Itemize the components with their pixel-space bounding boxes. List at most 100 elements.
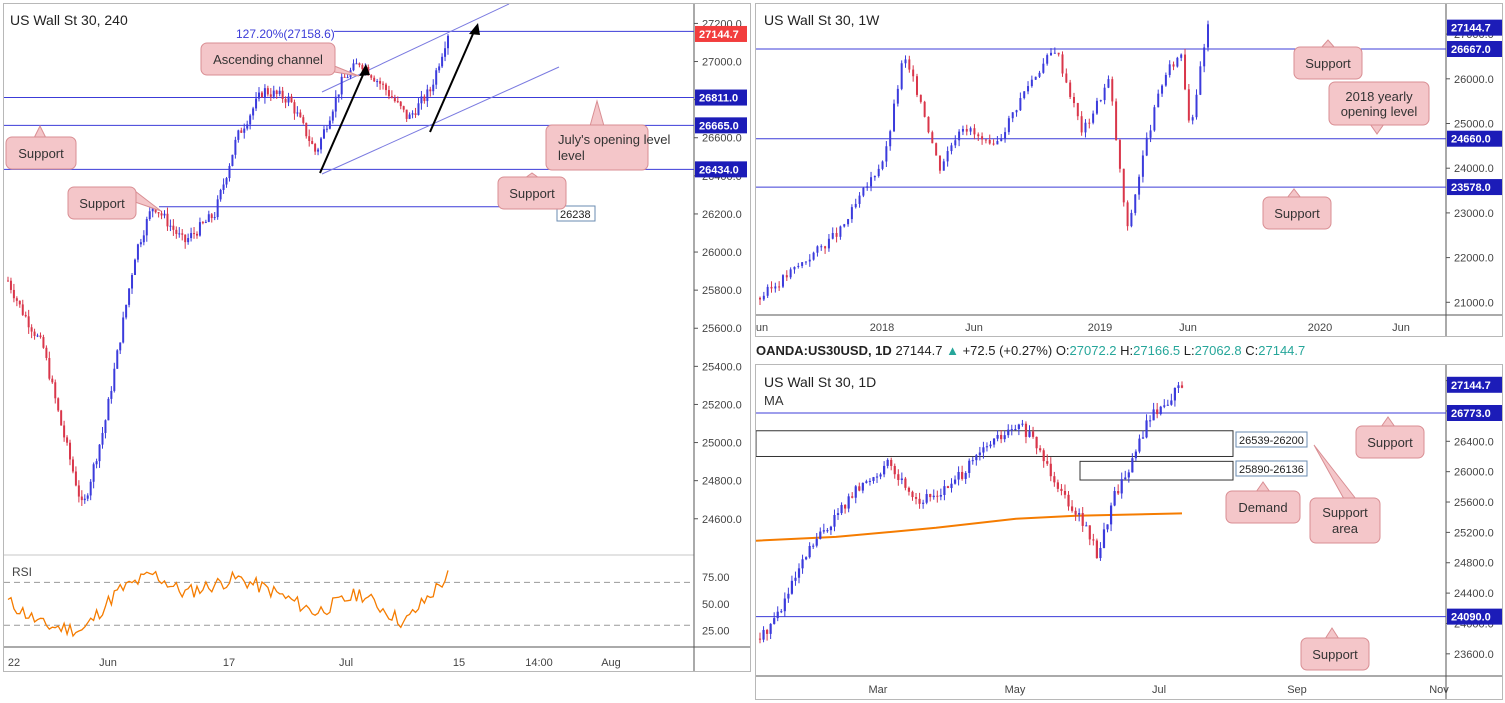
candle-1w bbox=[1095, 100, 1098, 114]
candle-1d bbox=[957, 471, 960, 480]
candle-1d bbox=[922, 502, 925, 504]
candle-4h bbox=[190, 233, 193, 239]
candle-1w bbox=[950, 145, 953, 152]
price-tag-label: 24660.0 bbox=[1451, 134, 1491, 146]
candle-1w bbox=[1019, 98, 1022, 111]
candle-1w bbox=[923, 101, 926, 117]
candle-4h bbox=[181, 233, 184, 235]
candle-1w bbox=[789, 269, 792, 278]
y-tick-label: 26000.0 bbox=[702, 247, 742, 259]
annotation-weekly-support-top: Support bbox=[1293, 39, 1363, 80]
candle-1d bbox=[1021, 423, 1024, 425]
candle-1d bbox=[819, 531, 822, 539]
candle-1w bbox=[1015, 110, 1018, 113]
candle-4h bbox=[432, 84, 435, 92]
candle-1w bbox=[1199, 66, 1202, 95]
candle-4h bbox=[160, 213, 163, 216]
candle-1d bbox=[911, 491, 914, 498]
candle-1d bbox=[925, 494, 928, 503]
candle-4h bbox=[302, 117, 305, 123]
candle-1w bbox=[778, 286, 781, 288]
candle-1w bbox=[1084, 122, 1087, 133]
candle-4h bbox=[266, 88, 269, 95]
candle-1w bbox=[1153, 107, 1156, 131]
candle-1d bbox=[1120, 479, 1123, 494]
price-tag-label: 27144.7 bbox=[699, 29, 739, 41]
candle-4h bbox=[417, 103, 420, 115]
candle-4h bbox=[42, 337, 45, 348]
price-tag-label: 27144.7 bbox=[1451, 380, 1491, 392]
zone-label-support-area: 26539-26200 bbox=[1239, 435, 1304, 447]
candle-4h bbox=[258, 92, 261, 99]
candle-4h bbox=[60, 410, 63, 426]
candle-4h bbox=[154, 207, 157, 213]
candle-4h bbox=[9, 280, 12, 290]
y-tick-label: 25600.0 bbox=[702, 323, 742, 335]
candle-1d bbox=[1106, 524, 1109, 530]
candle-1w bbox=[1092, 113, 1095, 123]
x-tick-label: Mar bbox=[869, 684, 888, 696]
candle-1w bbox=[1207, 24, 1209, 48]
candle-4h bbox=[83, 498, 86, 501]
candle-4h bbox=[63, 425, 66, 438]
candle-1d bbox=[1039, 448, 1042, 451]
candle-4h bbox=[305, 122, 308, 137]
y-tick-label: 24800.0 bbox=[1454, 558, 1494, 570]
candle-4h bbox=[92, 464, 95, 482]
candle-1w bbox=[1138, 176, 1141, 195]
price-tag bbox=[1447, 130, 1502, 147]
candle-1d bbox=[932, 495, 935, 498]
candle-1d bbox=[773, 618, 776, 624]
candle-4h bbox=[21, 304, 24, 315]
candle-4h bbox=[175, 229, 178, 234]
y-tick-label: 25800.0 bbox=[702, 285, 742, 297]
y-tick-label: 25600.0 bbox=[1454, 497, 1494, 509]
candle-4h bbox=[393, 97, 396, 102]
candle-1w bbox=[1046, 55, 1049, 64]
zone-tag-box-1 bbox=[1235, 431, 1308, 448]
candle-1w bbox=[1065, 73, 1068, 83]
rsi-tick-label: 50.00 bbox=[702, 599, 730, 611]
ohlc-low: 27062.8 bbox=[1194, 343, 1242, 358]
candle-4h bbox=[228, 165, 231, 179]
candle-1w bbox=[1130, 212, 1133, 227]
candle-1w bbox=[816, 246, 819, 253]
candle-4h bbox=[89, 481, 92, 496]
candle-4h bbox=[95, 461, 98, 465]
candle-1d bbox=[946, 486, 950, 489]
candle-1w bbox=[820, 246, 823, 248]
candle-1w bbox=[797, 265, 800, 267]
candle-1d bbox=[950, 483, 953, 489]
chart-1w-title: US Wall St 30, 1W bbox=[764, 12, 880, 28]
candle-1w bbox=[808, 259, 811, 262]
candle-4h bbox=[290, 96, 293, 103]
candle-1d bbox=[943, 486, 946, 496]
candle-4h bbox=[216, 199, 219, 218]
candle-1d bbox=[875, 476, 879, 478]
candle-1w bbox=[804, 261, 807, 263]
candle-4h bbox=[337, 94, 340, 97]
candle-4h bbox=[18, 300, 21, 305]
x-tick-label: 15 bbox=[453, 657, 465, 669]
candle-1w bbox=[1122, 168, 1125, 203]
candle-1d bbox=[907, 487, 911, 492]
candle-1d bbox=[989, 444, 992, 447]
support-area-zone bbox=[756, 430, 1234, 457]
chart-4h-title: US Wall St 30, 240 bbox=[10, 12, 128, 28]
candle-4h bbox=[390, 96, 393, 98]
candle-4h bbox=[275, 90, 278, 95]
candle-4h bbox=[328, 120, 331, 129]
candle-1w bbox=[942, 161, 945, 171]
x-tick-label: Jun bbox=[1392, 322, 1410, 334]
candle-4h bbox=[128, 288, 131, 305]
candle-4h bbox=[343, 76, 346, 78]
candle-4h bbox=[119, 342, 122, 351]
candle-4h bbox=[435, 70, 438, 85]
candle-1d bbox=[1007, 429, 1010, 436]
candle-4h bbox=[110, 390, 113, 399]
candle-1w bbox=[1141, 155, 1144, 177]
candle-4h bbox=[148, 211, 151, 220]
candle-1d bbox=[762, 629, 765, 640]
annotation-2018-yearly-opening: 2018 yearly opening level bbox=[1328, 81, 1430, 135]
candle-4h bbox=[308, 136, 311, 142]
